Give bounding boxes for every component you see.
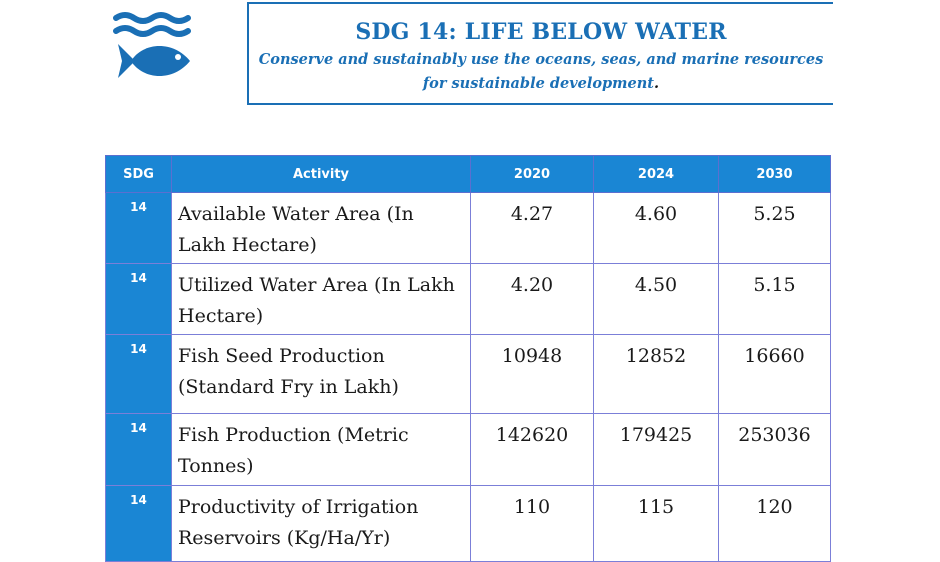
banner-subtitle: Conserve and sustainably use the oceans,… bbox=[249, 48, 833, 96]
sdg-banner: SDG 14: LIFE BELOW WATER Conserve and su… bbox=[247, 2, 833, 105]
table-row: 14 Fish Production (Metric Tonnes) 14262… bbox=[105, 413, 831, 486]
subtitle-line-2: for sustainable development bbox=[422, 75, 654, 92]
activity-cell: Fish Seed Production (Standard Fry in La… bbox=[171, 334, 471, 414]
col-header-sdg: SDG bbox=[105, 155, 172, 193]
sdg-targets-table: SDG Activity 2020 2024 2030 14 Available… bbox=[105, 155, 831, 562]
banner-title: SDG 14: LIFE BELOW WATER bbox=[355, 19, 727, 45]
value-2024-cell: 179425 bbox=[593, 413, 719, 486]
sdg-code-cell: 14 bbox=[105, 192, 172, 264]
value-2030-cell: 16660 bbox=[718, 334, 831, 414]
value-2020-cell: 110 bbox=[470, 485, 594, 562]
activity-cell: Fish Production (Metric Tonnes) bbox=[171, 413, 471, 486]
table-row: 14 Fish Seed Production (Standard Fry in… bbox=[105, 334, 831, 414]
sdg-code-cell: 14 bbox=[105, 334, 172, 414]
sdg14-logo bbox=[108, 10, 198, 88]
value-2030-cell: 5.25 bbox=[718, 192, 831, 264]
activity-cell: Utilized Water Area (In Lakh Hectare) bbox=[171, 263, 471, 335]
subtitle-period: . bbox=[654, 75, 660, 92]
fish-waves-icon bbox=[113, 12, 191, 78]
table-row: 14 Available Water Area (In Lakh Hectare… bbox=[105, 192, 831, 264]
value-2020-cell: 10948 bbox=[470, 334, 594, 414]
sdg-code-cell: 14 bbox=[105, 485, 172, 562]
value-2020-cell: 4.27 bbox=[470, 192, 594, 264]
value-2020-cell: 142620 bbox=[470, 413, 594, 486]
col-header-activity: Activity bbox=[171, 155, 471, 193]
value-2030-cell: 253036 bbox=[718, 413, 831, 486]
table-row: 14 Productivity of Irrigation Reservoirs… bbox=[105, 485, 831, 562]
value-2024-cell: 12852 bbox=[593, 334, 719, 414]
col-header-2030: 2030 bbox=[718, 155, 831, 193]
value-2030-cell: 120 bbox=[718, 485, 831, 562]
subtitle-line-1: Conserve and sustainably use the oceans,… bbox=[258, 51, 824, 68]
activity-cell: Available Water Area (In Lakh Hectare) bbox=[171, 192, 471, 264]
value-2030-cell: 5.15 bbox=[718, 263, 831, 335]
sdg-code-cell: 14 bbox=[105, 413, 172, 486]
col-header-2024: 2024 bbox=[593, 155, 719, 193]
col-header-2020: 2020 bbox=[470, 155, 594, 193]
value-2024-cell: 4.50 bbox=[593, 263, 719, 335]
activity-cell: Productivity of Irrigation Reservoirs (K… bbox=[171, 485, 471, 562]
table-row: 14 Utilized Water Area (In Lakh Hectare)… bbox=[105, 263, 831, 335]
sdg-code-cell: 14 bbox=[105, 263, 172, 335]
value-2024-cell: 115 bbox=[593, 485, 719, 562]
table-header-row: SDG Activity 2020 2024 2030 bbox=[105, 155, 831, 193]
value-2024-cell: 4.60 bbox=[593, 192, 719, 264]
value-2020-cell: 4.20 bbox=[470, 263, 594, 335]
